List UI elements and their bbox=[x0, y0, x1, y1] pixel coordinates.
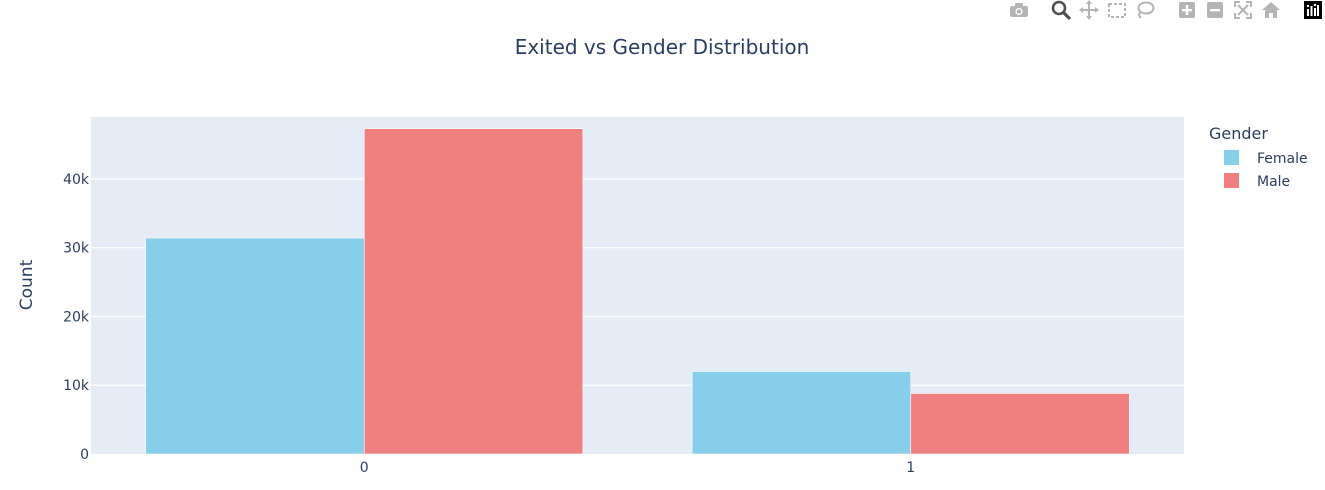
legend-swatch-female bbox=[1224, 150, 1239, 165]
pan-icon[interactable] bbox=[1077, 0, 1101, 20]
y-tick-label: 10k bbox=[63, 378, 90, 394]
zoom-icon[interactable] bbox=[1049, 0, 1073, 20]
y-axis-ticks: 0 10k 20k 30k 40k bbox=[63, 172, 90, 463]
lasso-icon[interactable] bbox=[1133, 0, 1157, 20]
home-icon[interactable] bbox=[1259, 0, 1283, 20]
y-tick-label: 40k bbox=[63, 172, 90, 188]
bar-female-1 bbox=[691, 371, 912, 455]
bar-female-0 bbox=[145, 237, 365, 455]
y-tick-label: 30k bbox=[63, 241, 90, 257]
zoom-in-icon[interactable] bbox=[1175, 0, 1199, 20]
camera-icon[interactable] bbox=[1007, 0, 1031, 20]
x-tick-label: 0 bbox=[360, 460, 369, 476]
legend-title: Gender bbox=[1209, 124, 1268, 143]
bar-male-0 bbox=[363, 128, 584, 455]
y-axis-title: Count bbox=[17, 259, 37, 310]
box-select-icon[interactable] bbox=[1105, 0, 1129, 20]
autoscale-icon[interactable] bbox=[1231, 0, 1255, 20]
legend-label-female: Female bbox=[1257, 151, 1308, 167]
modebar bbox=[1007, 0, 1325, 20]
legend-swatch-male bbox=[1224, 173, 1239, 188]
y-tick-label: 0 bbox=[80, 447, 89, 463]
legend-label-male: Male bbox=[1257, 174, 1290, 190]
y-tick-label: 20k bbox=[63, 309, 90, 325]
bar-male-1 bbox=[910, 393, 1130, 455]
chart-title: Exited vs Gender Distribution bbox=[515, 35, 810, 59]
legend: Gender Female Male bbox=[1209, 124, 1308, 190]
plotly-logo-icon[interactable] bbox=[1301, 0, 1325, 20]
zoom-out-icon[interactable] bbox=[1203, 0, 1227, 20]
bars bbox=[145, 128, 1130, 455]
x-tick-label: 1 bbox=[906, 460, 915, 476]
